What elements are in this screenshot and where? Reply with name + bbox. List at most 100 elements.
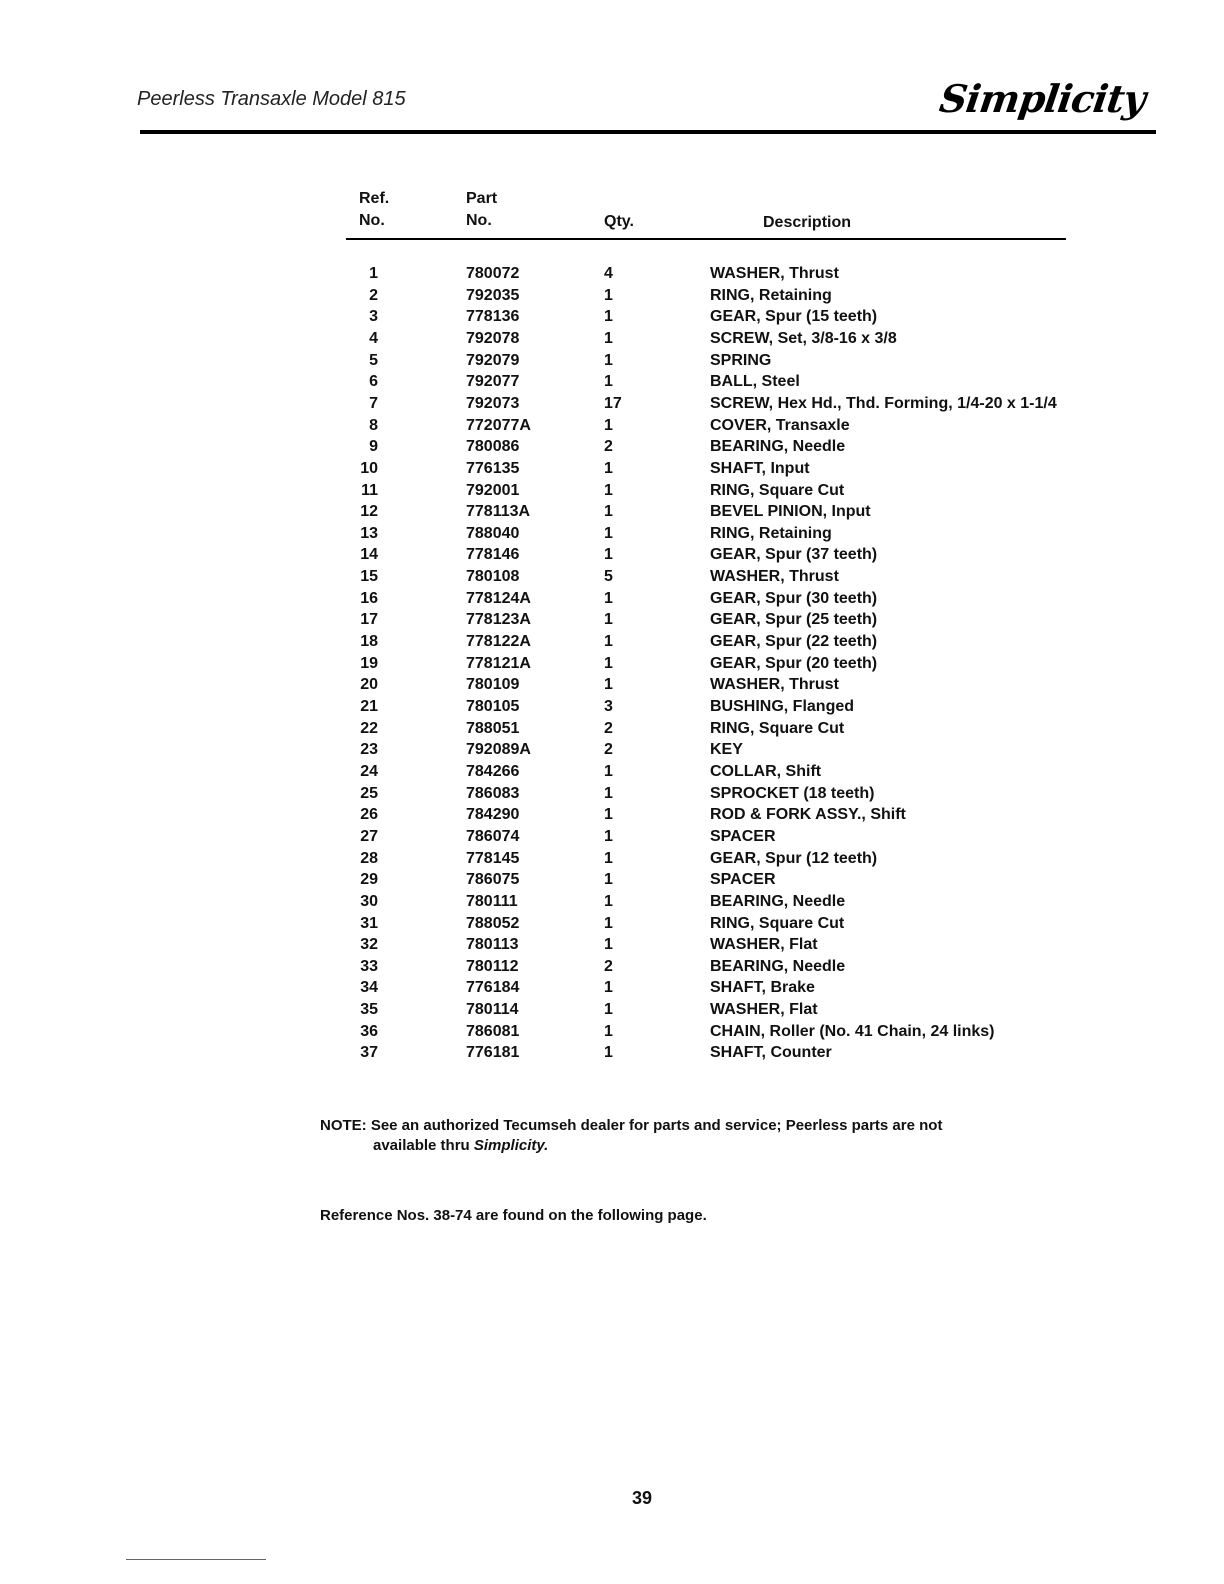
qty: 1 — [604, 546, 613, 564]
description: BEARING, Needle — [710, 957, 846, 975]
header-qty: Qty. — [604, 213, 634, 230]
table-row: 30 780111 1 BEARING, Needle — [0, 893, 1224, 915]
part-no: 778123A — [466, 611, 531, 629]
qty: 1 — [604, 979, 613, 997]
description: GEAR, Spur (20 teeth) — [710, 654, 878, 672]
qty: 1 — [604, 503, 613, 521]
table-row: 22 788051 2 RING, Square Cut — [0, 720, 1224, 742]
qty: 1 — [604, 892, 613, 910]
ref-no: 4 — [369, 329, 378, 347]
part-no: 780113 — [466, 936, 519, 954]
part-no: 784290 — [466, 806, 520, 824]
footer-line — [126, 1559, 266, 1560]
table-row: 18 778122A 1 GEAR, Spur (22 teeth) — [0, 633, 1224, 655]
ref-no: 15 — [360, 568, 378, 586]
ref-no: 9 — [369, 438, 378, 456]
qty: 5 — [604, 568, 613, 586]
table-row: 37 776181 1 SHAFT, Counter — [0, 1044, 1224, 1066]
qty: 1 — [604, 762, 613, 780]
description: WASHER, Thrust — [710, 568, 839, 586]
qty: 1 — [604, 676, 613, 694]
table-row: 27 786074 1 SPACER — [0, 828, 1224, 850]
ref-no: 16 — [360, 589, 378, 607]
ref-no: 12 — [360, 503, 378, 521]
ref-no: 29 — [360, 871, 378, 889]
description: SHAFT, Input — [710, 459, 810, 477]
qty: 1 — [604, 1022, 613, 1040]
qty: 1 — [604, 827, 613, 845]
table-row: 35 780114 1 WASHER, Flat — [0, 1001, 1224, 1023]
ref-no: 21 — [360, 698, 378, 715]
ref-no: 24 — [360, 762, 378, 780]
part-no: 776184 — [466, 979, 520, 997]
qty: 2 — [604, 741, 613, 759]
part-no: 786083 — [466, 784, 520, 802]
qty: 1 — [604, 308, 613, 326]
ref-no: 6 — [369, 373, 378, 391]
description: SPROCKET (18 teeth) — [710, 784, 875, 802]
ref-no: 22 — [360, 719, 378, 737]
description: RING, Retaining — [710, 524, 832, 542]
description: WASHER, Thrust — [710, 265, 839, 282]
reference-note: Reference Nos. 38-74 are found on the fo… — [320, 1207, 707, 1224]
ref-no: 1 — [369, 265, 378, 282]
description: GEAR, Spur (37 teeth) — [710, 546, 878, 564]
part-no: 780109 — [466, 676, 520, 694]
qty: 4 — [604, 265, 613, 282]
description: WASHER, Flat — [710, 936, 818, 954]
part-no: 778113A — [466, 503, 531, 521]
description: COVER, Transaxle — [710, 416, 850, 434]
qty: 2 — [604, 438, 613, 456]
table-row: 23 792089A 2 KEY — [0, 741, 1224, 763]
part-no: 778124A — [466, 589, 531, 607]
qty: 1 — [604, 654, 613, 672]
part-no: 780072 — [466, 265, 520, 282]
description: SPRING — [710, 351, 772, 369]
part-no: 792089A — [466, 741, 531, 759]
part-no: 776135 — [466, 459, 520, 477]
part-no: 780105 — [466, 698, 520, 715]
ref-no: 30 — [360, 892, 378, 910]
ref-no: 7 — [369, 394, 378, 412]
qty: 1 — [604, 611, 613, 629]
part-no: 780111 — [466, 892, 518, 910]
ref-no: 26 — [360, 806, 378, 824]
description: COLLAR, Shift — [710, 762, 822, 780]
ref-no: 33 — [360, 957, 378, 975]
ref-no: 37 — [360, 1044, 378, 1062]
part-no: 778122A — [466, 633, 531, 651]
qty: 1 — [604, 806, 613, 824]
table-row: 6 792077 1 BALL, Steel — [0, 373, 1224, 395]
part-no: 778146 — [466, 546, 520, 564]
description: BEARING, Needle — [710, 892, 846, 910]
qty: 2 — [604, 957, 613, 975]
description: CHAIN, Roller (No. 41 Chain, 24 links) — [710, 1022, 995, 1040]
part-no: 792079 — [466, 351, 520, 369]
part-no: 780114 — [466, 1001, 519, 1019]
document-title: Peerless Transaxle Model 815 — [137, 88, 406, 110]
part-no: 792001 — [466, 481, 520, 499]
part-no: 776181 — [466, 1044, 520, 1062]
description: SPACER — [710, 827, 776, 845]
table-row: 1 780072 4 WASHER, Thrust — [0, 265, 1224, 287]
table-row: 20 780109 1 WASHER, Thrust — [0, 676, 1224, 698]
qty: 3 — [604, 698, 613, 715]
description: SCREW, Hex Hd., Thd. Forming, 1/4-20 x 1… — [710, 394, 1057, 412]
qty: 2 — [604, 719, 613, 737]
description: SPACER — [710, 871, 776, 889]
qty: 17 — [604, 394, 622, 412]
qty: 1 — [604, 784, 613, 802]
header-rule — [140, 130, 1156, 134]
part-no: 792077 — [466, 373, 520, 391]
part-no: 786074 — [466, 827, 520, 845]
header-description: Description — [763, 214, 852, 231]
table-row: 34 776184 1 SHAFT, Brake — [0, 979, 1224, 1001]
part-no: 780112 — [466, 957, 519, 975]
ref-no: 28 — [360, 849, 378, 867]
part-no: 788040 — [466, 524, 520, 542]
table-row: 32 780113 1 WASHER, Flat — [0, 936, 1224, 958]
header-part-line1: Part — [466, 190, 498, 207]
qty: 1 — [604, 1044, 613, 1062]
table-row: 12 778113A 1 BEVEL PINION, Input — [0, 503, 1224, 525]
header-ref-line1: Ref. — [359, 190, 390, 207]
